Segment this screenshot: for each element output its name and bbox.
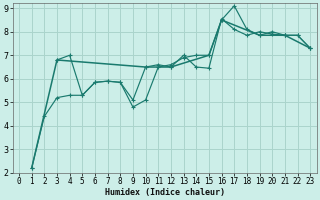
X-axis label: Humidex (Indice chaleur): Humidex (Indice chaleur) [105, 188, 225, 197]
